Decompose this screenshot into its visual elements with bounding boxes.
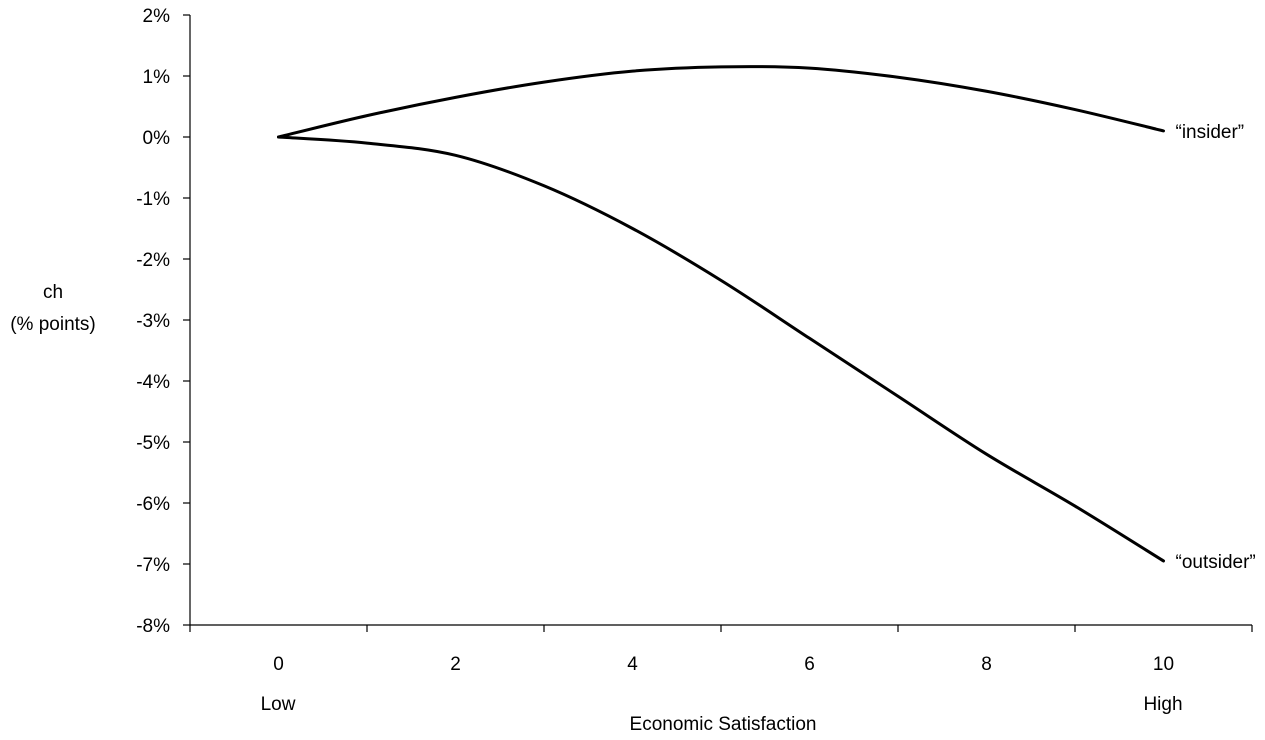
series-lines: “insider” “outsider”: [277, 65, 1256, 573]
series-line-outsider: [277, 135, 1165, 563]
x-tick-label: 4: [627, 654, 638, 675]
y-tick-label: -2%: [136, 250, 170, 271]
y-tick-label: 0%: [143, 128, 171, 149]
series-label-insider: “insider”: [1176, 122, 1245, 143]
y-axis: 2% 1% 0% -1% -2% -3% -4% -5% -6% -7% -8%: [136, 6, 191, 637]
y-axis-label-line2: (% points): [10, 314, 96, 335]
y-tick-label: 2%: [143, 6, 171, 27]
y-tick-label: -3%: [136, 311, 170, 332]
y-axis-label-line1: ch: [43, 282, 63, 303]
x-end-label-low: Low: [261, 694, 296, 715]
x-tick-label: 2: [450, 654, 461, 675]
x-tick-label: 8: [981, 654, 992, 675]
x-axis: 0 2 4 6 8 10: [189, 624, 1253, 675]
y-tick-label: -8%: [136, 616, 170, 637]
x-end-label-high: High: [1143, 694, 1182, 715]
y-tick-label: 1%: [143, 67, 171, 88]
y-tick-label: -4%: [136, 372, 170, 393]
x-tick-label: 0: [273, 654, 284, 675]
series-line-insider: [277, 65, 1165, 139]
y-tick-label: -6%: [136, 494, 170, 515]
y-tick-label: -7%: [136, 555, 170, 576]
x-tick-label: 10: [1153, 654, 1174, 675]
x-axis-title: Economic Satisfaction: [630, 714, 817, 735]
y-tick-label: -5%: [136, 433, 170, 454]
x-tick-label: 6: [804, 654, 815, 675]
series-label-outsider: “outsider”: [1176, 552, 1256, 573]
y-tick-label: -1%: [136, 189, 170, 210]
